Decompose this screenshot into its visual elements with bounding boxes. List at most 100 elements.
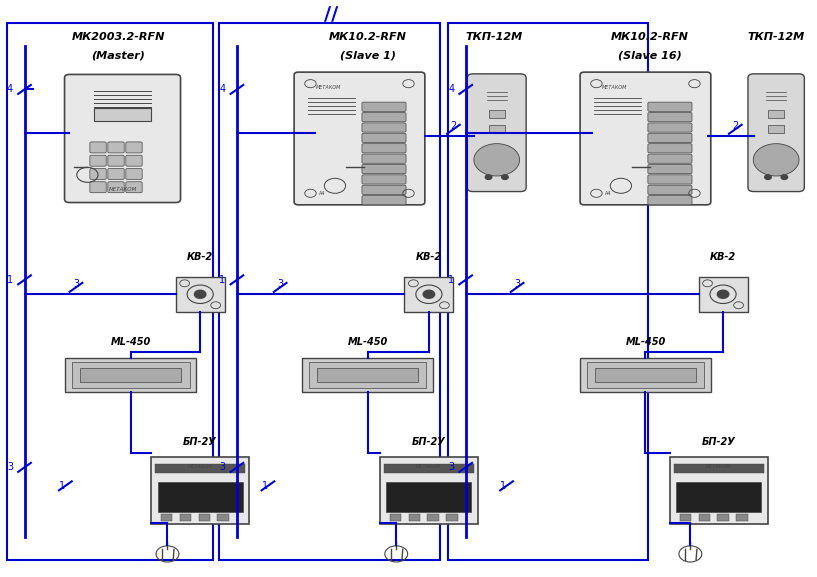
Bar (72, 362, 190, 388)
Text: (Slave 16): (Slave 16) (618, 50, 681, 60)
Circle shape (485, 175, 492, 179)
Text: МК2003.2-RFN: МК2003.2-RFN (72, 32, 165, 42)
Bar (380, 457, 478, 524)
Circle shape (423, 290, 435, 298)
FancyBboxPatch shape (90, 168, 106, 179)
FancyBboxPatch shape (748, 74, 804, 192)
FancyBboxPatch shape (108, 168, 124, 179)
FancyBboxPatch shape (90, 155, 106, 166)
FancyBboxPatch shape (108, 142, 124, 153)
Text: ТКП-12М: ТКП-12М (748, 32, 805, 42)
Bar (674, 464, 764, 473)
Text: МК10.2-RFN: МК10.2-RFN (610, 32, 689, 42)
Text: МЕТАКОМ: МЕТАКОМ (187, 464, 213, 469)
Bar (176, 277, 225, 312)
Text: 1: 1 (7, 275, 13, 285)
Bar (390, 515, 401, 522)
Circle shape (765, 175, 771, 179)
Circle shape (502, 175, 508, 179)
Text: 3: 3 (277, 279, 283, 289)
FancyBboxPatch shape (648, 113, 692, 122)
Text: МЕТАКОМ: МЕТАКОМ (316, 85, 342, 91)
FancyBboxPatch shape (648, 123, 692, 132)
Bar (404, 277, 453, 312)
Bar (448, 23, 648, 560)
FancyBboxPatch shape (362, 144, 406, 153)
FancyBboxPatch shape (362, 123, 406, 132)
FancyBboxPatch shape (362, 164, 406, 174)
FancyBboxPatch shape (108, 155, 124, 166)
Bar (595, 368, 696, 382)
Text: 1: 1 (501, 481, 507, 491)
FancyBboxPatch shape (294, 72, 425, 205)
Bar (94, 108, 151, 121)
Bar (699, 515, 710, 522)
Text: A4: A4 (319, 191, 325, 196)
Text: МЕТАКОМ: МЕТАКОМ (706, 464, 732, 469)
FancyBboxPatch shape (580, 72, 711, 205)
FancyBboxPatch shape (362, 196, 406, 205)
Bar (386, 481, 471, 512)
FancyBboxPatch shape (90, 142, 106, 153)
Bar (180, 515, 191, 522)
FancyBboxPatch shape (362, 185, 406, 194)
Bar (317, 368, 418, 382)
FancyBboxPatch shape (362, 102, 406, 111)
Text: КВ-2: КВ-2 (416, 252, 442, 262)
Text: 1: 1 (449, 275, 454, 285)
Text: (Master): (Master) (92, 50, 145, 60)
FancyBboxPatch shape (108, 182, 124, 193)
Bar (670, 457, 768, 524)
Bar (65, 358, 196, 392)
Text: МЕТАКОМ: МЕТАКОМ (602, 85, 627, 91)
Text: ∕∕: ∕∕ (324, 5, 338, 24)
Circle shape (194, 290, 206, 298)
FancyBboxPatch shape (648, 185, 692, 194)
Bar (580, 358, 711, 392)
Text: 3: 3 (73, 279, 79, 289)
FancyBboxPatch shape (126, 182, 142, 193)
Bar (302, 358, 433, 392)
FancyBboxPatch shape (648, 196, 692, 205)
Text: ML-450: ML-450 (625, 338, 666, 347)
Text: ML-450: ML-450 (347, 338, 388, 347)
FancyBboxPatch shape (362, 175, 406, 184)
Text: 1: 1 (60, 481, 65, 491)
Text: БП-2У: БП-2У (702, 437, 736, 447)
Bar (489, 110, 505, 118)
Bar (408, 515, 420, 522)
Bar (309, 362, 426, 388)
Circle shape (474, 144, 520, 176)
FancyBboxPatch shape (648, 175, 692, 184)
Bar (699, 277, 748, 312)
Bar (158, 481, 243, 512)
Text: 3: 3 (449, 462, 454, 473)
Bar (219, 23, 440, 560)
Text: ТКП-12М: ТКП-12М (466, 32, 523, 42)
Bar (384, 464, 474, 473)
Bar (80, 368, 181, 382)
Text: 4: 4 (220, 84, 225, 95)
FancyBboxPatch shape (648, 133, 692, 143)
Text: БП-2У: БП-2У (183, 437, 217, 447)
Bar (736, 515, 748, 522)
FancyBboxPatch shape (362, 133, 406, 143)
Text: МЕТАКОМ: МЕТАКОМ (416, 464, 442, 469)
Text: 3: 3 (7, 462, 13, 473)
FancyBboxPatch shape (126, 142, 142, 153)
Text: КВ-2: КВ-2 (710, 252, 736, 262)
Circle shape (781, 175, 788, 179)
Circle shape (753, 144, 799, 176)
Text: БП-2У: БП-2У (412, 437, 446, 447)
FancyBboxPatch shape (648, 144, 692, 153)
Text: 3: 3 (514, 279, 520, 289)
Text: МЕТАКОМ: МЕТАКОМ (109, 187, 136, 192)
Bar (217, 515, 229, 522)
Text: 3: 3 (220, 462, 225, 473)
Bar (199, 515, 210, 522)
Text: 2: 2 (450, 121, 457, 131)
FancyBboxPatch shape (648, 102, 692, 111)
FancyBboxPatch shape (126, 155, 142, 166)
Bar (446, 515, 458, 522)
Bar (489, 125, 505, 133)
